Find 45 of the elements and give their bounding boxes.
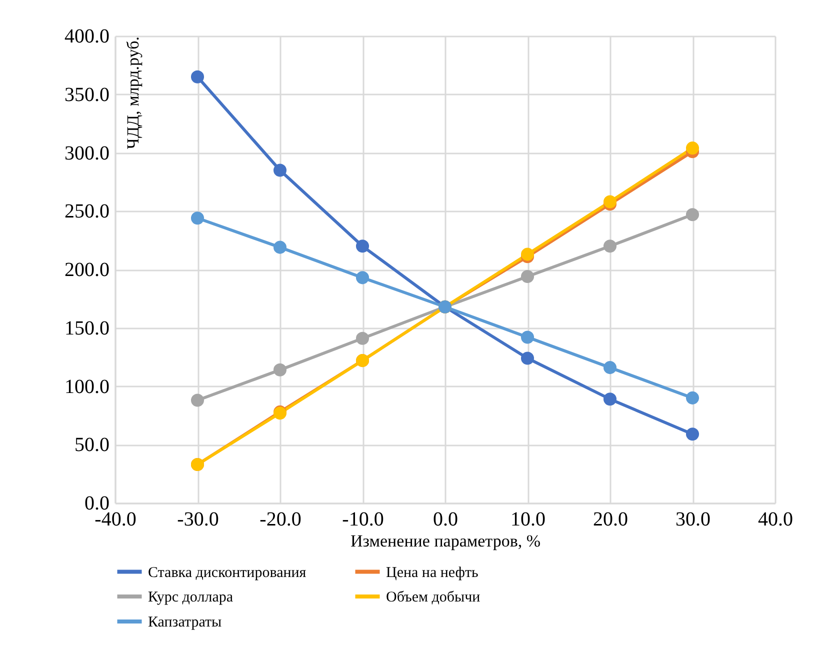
y-tick-label: 300.0 [64, 142, 110, 164]
y-tick-label: 250.0 [64, 200, 110, 223]
y-tick-label: 50.0 [74, 434, 110, 456]
point [190, 70, 204, 84]
x-axis-title: Изменение параметров, % [350, 532, 541, 550]
point [356, 332, 370, 345]
x-tick-label: -20.0 [260, 508, 302, 530]
x-tick-label: 10.0 [510, 508, 546, 530]
y-tick-label: 400.0 [64, 26, 110, 48]
x-tick-label: 40.0 [758, 508, 793, 530]
point [356, 240, 370, 253]
point [603, 361, 617, 374]
point [603, 240, 617, 253]
legend-label: Курс доллара [148, 590, 234, 606]
legend-label: Цена на нефть [386, 564, 479, 581]
point [520, 270, 534, 284]
x-tick-label: 30.0 [676, 508, 710, 530]
y-axis-title: ЧДД, млрд.руб. [124, 36, 142, 150]
point [190, 212, 204, 225]
point [356, 271, 370, 284]
legend-label: Ставка дисконтирования [148, 564, 306, 581]
y-tick-label: 150.0 [64, 317, 110, 340]
point [273, 240, 287, 254]
x-tick-label: -30.0 [177, 508, 219, 530]
point [190, 394, 204, 407]
y-tick-label: 350.0 [64, 84, 110, 106]
point [686, 428, 700, 441]
point [273, 164, 287, 177]
point [520, 330, 534, 344]
point [686, 391, 700, 404]
x-tick-label: -10.0 [342, 508, 384, 530]
point [686, 142, 700, 155]
point [603, 195, 617, 208]
point [520, 352, 534, 365]
x-tick-label: 20.0 [593, 508, 628, 530]
y-tick-label: 100.0 [64, 376, 110, 398]
y-tick-label: 200.0 [64, 259, 110, 281]
point [603, 392, 617, 406]
legend-label: Капзатраты [148, 614, 222, 630]
x-tick-label: 0.0 [433, 508, 458, 530]
point [686, 208, 700, 222]
point [273, 363, 287, 376]
point [520, 248, 534, 261]
legend-label: Объем добычи [386, 590, 480, 606]
x-tick-label: -40.0 [94, 508, 136, 530]
